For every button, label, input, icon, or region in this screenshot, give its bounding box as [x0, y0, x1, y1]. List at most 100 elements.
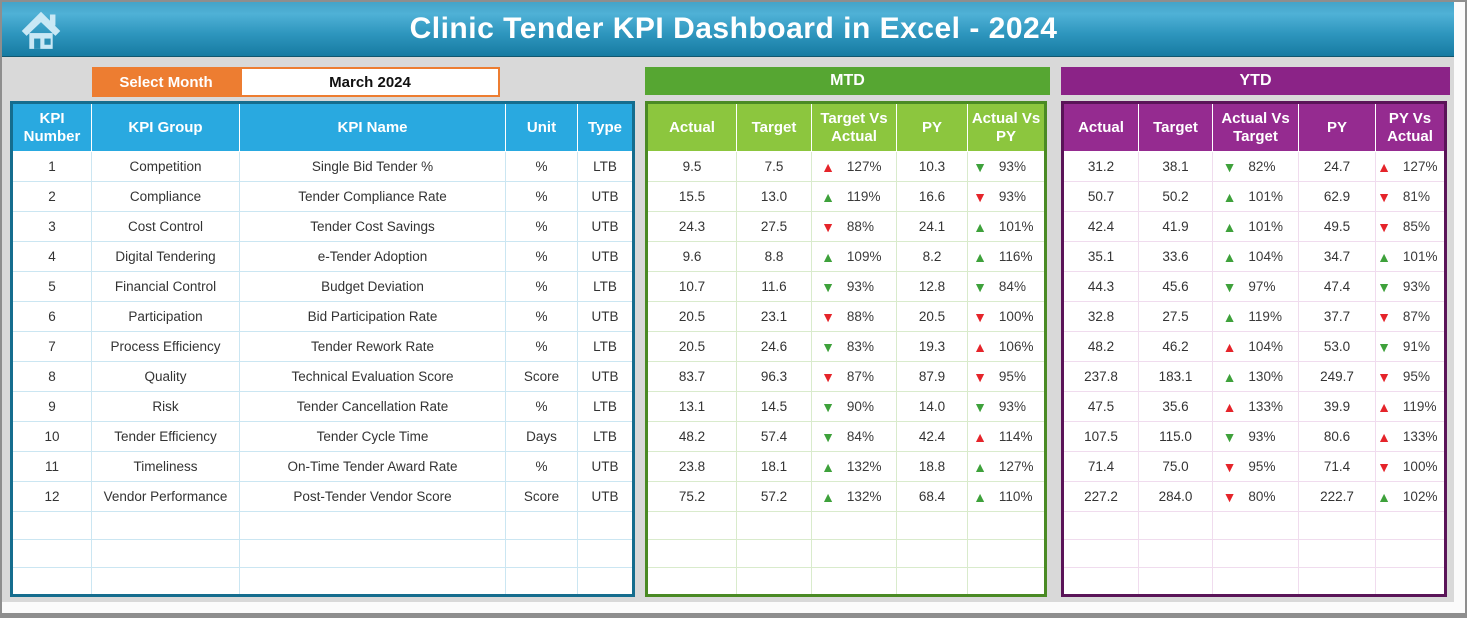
ytd-target-cell: 33.6: [1138, 241, 1213, 272]
empty-cell: [91, 511, 240, 540]
mtd-target-cell: 18.1: [736, 451, 812, 482]
unit-cell: %: [505, 241, 578, 272]
ytd-py-cell: 80.6: [1298, 421, 1376, 452]
trend-down-icon: ▼: [1377, 338, 1391, 355]
mtd-actual-vs-py-cell: ▼ 93%: [967, 151, 1046, 182]
kpi-name-cell: Tender Cost Savings: [239, 211, 506, 242]
mtd-py-cell: 18.8: [896, 451, 968, 482]
empty-cell: [1062, 511, 1139, 540]
type-cell: LTB: [577, 391, 634, 422]
column-header: Actual: [1062, 102, 1139, 152]
mtd-actual-vs-py-cell: ▼ 95%: [967, 361, 1046, 392]
empty-cell: [1375, 539, 1446, 568]
empty-cell: [239, 539, 506, 568]
trend-up-icon: ▲: [1222, 398, 1237, 415]
mtd-py-cell: 16.6: [896, 181, 968, 212]
empty-cell: [577, 567, 634, 596]
table-row: 237.8 183.1 ▲ 130% 249.7 ▼ 95%: [1062, 361, 1446, 392]
mtd-actual-cell: 10.7: [646, 271, 737, 302]
ytd-actual-vs-target-cell: ▼ 97%: [1212, 271, 1299, 302]
select-month-button[interactable]: Select Month: [92, 67, 240, 97]
empty-cell: [505, 567, 578, 596]
mtd-target-cell: 96.3: [736, 361, 812, 392]
empty-cell: [1298, 511, 1376, 540]
unit-cell: %: [505, 151, 578, 182]
page-title: Clinic Tender KPI Dashboard in Excel - 2…: [409, 12, 1058, 45]
trend-up-icon: ▲: [821, 188, 835, 205]
empty-cell: [239, 511, 506, 540]
empty-cell: [11, 567, 92, 596]
empty-cell: [577, 539, 634, 568]
column-header: PY: [1298, 102, 1376, 152]
empty-cell: [1062, 567, 1139, 596]
type-cell: UTB: [577, 211, 634, 242]
empty-cell: [811, 539, 897, 568]
trend-value: 81%: [1402, 189, 1430, 204]
column-header: KPI Group: [91, 102, 240, 152]
mtd-actual-cell: 9.6: [646, 241, 737, 272]
mtd-actual-cell: 13.1: [646, 391, 737, 422]
home-icon[interactable]: [18, 8, 64, 54]
trend-value: 101%: [1248, 219, 1283, 234]
trend-value: 127%: [1402, 159, 1438, 174]
trend-up-icon: ▲: [1222, 188, 1237, 205]
ytd-target-cell: 75.0: [1138, 451, 1213, 482]
empty-cell: [967, 511, 1046, 540]
kpi-name-cell: Tender Rework Rate: [239, 331, 506, 362]
mtd-actual-vs-py-cell: ▲ 106%: [967, 331, 1046, 362]
mtd-actual-cell: 75.2: [646, 481, 737, 512]
empty-cell: [736, 567, 812, 596]
month-value-box[interactable]: March 2024: [240, 67, 500, 97]
ytd-py-cell: 53.0: [1298, 331, 1376, 362]
kpi-group-cell: Vendor Performance: [91, 481, 240, 512]
table-row: 20.5 24.6 ▼ 83% 19.3 ▲ 106%: [646, 331, 1046, 362]
ytd-py-vs-actual-cell: ▲ 102%: [1375, 481, 1446, 512]
table-row: 50.7 50.2 ▲ 101% 62.9 ▼ 81%: [1062, 181, 1446, 212]
column-header: Type: [577, 102, 634, 152]
kpi-number-cell: 6: [11, 301, 92, 332]
mtd-py-cell: 10.3: [896, 151, 968, 182]
column-header: Unit: [505, 102, 578, 152]
table-row: 227.2 284.0 ▼ 80% 222.7 ▲ 102%: [1062, 481, 1446, 512]
ytd-actual-vs-target-cell: ▼ 95%: [1212, 451, 1299, 482]
kpi-number-cell: 3: [11, 211, 92, 242]
mtd-target-cell: 8.8: [736, 241, 812, 272]
trend-value: 114%: [998, 429, 1033, 444]
kpi-group-cell: Digital Tendering: [91, 241, 240, 272]
mtd-actual-vs-py-cell: ▼ 84%: [967, 271, 1046, 302]
empty-cell: [736, 511, 812, 540]
empty-row: [1062, 511, 1446, 540]
ytd-py-vs-actual-cell: ▲ 127%: [1375, 151, 1446, 182]
table-row: 42.4 41.9 ▲ 101% 49.5 ▼ 85%: [1062, 211, 1446, 242]
ytd-actual-vs-target-cell: ▼ 82%: [1212, 151, 1299, 182]
table-row: 10.7 11.6 ▼ 93% 12.8 ▼ 84%: [646, 271, 1046, 302]
empty-cell: [1375, 511, 1446, 540]
ytd-actual-vs-target-cell: ▲ 101%: [1212, 211, 1299, 242]
unit-cell: %: [505, 271, 578, 302]
ytd-py-cell: 62.9: [1298, 181, 1376, 212]
empty-cell: [1298, 567, 1376, 596]
ytd-actual-cell: 31.2: [1062, 151, 1139, 182]
empty-row: [11, 539, 634, 568]
ytd-actual-cell: 32.8: [1062, 301, 1139, 332]
table-row: 12 Vendor Performance Post-Tender Vendor S…: [11, 481, 634, 512]
table-row: 48.2 57.4 ▼ 84% 42.4 ▲ 114%: [646, 421, 1046, 452]
type-cell: LTB: [577, 331, 634, 362]
mtd-target-cell: 7.5: [736, 151, 812, 182]
empty-row: [1062, 567, 1446, 596]
bottom-margin: [2, 602, 1465, 613]
column-header: KPI Name: [239, 102, 506, 152]
empty-row: [1062, 539, 1446, 568]
table-row: 8 Quality Technical Evaluation Score Score U…: [11, 361, 634, 392]
empty-cell: [646, 567, 737, 596]
unit-cell: %: [505, 331, 578, 362]
type-cell: UTB: [577, 241, 634, 272]
trend-value: 104%: [1248, 249, 1283, 264]
table-row: 13.1 14.5 ▼ 90% 14.0 ▼ 93%: [646, 391, 1046, 422]
ytd-actual-cell: 107.5: [1062, 421, 1139, 452]
trend-value: 80%: [1248, 489, 1276, 504]
type-cell: UTB: [577, 451, 634, 482]
kpi-group-cell: Financial Control: [91, 271, 240, 302]
table-row: 5 Financial Control Budget Deviation% LTB: [11, 271, 634, 302]
